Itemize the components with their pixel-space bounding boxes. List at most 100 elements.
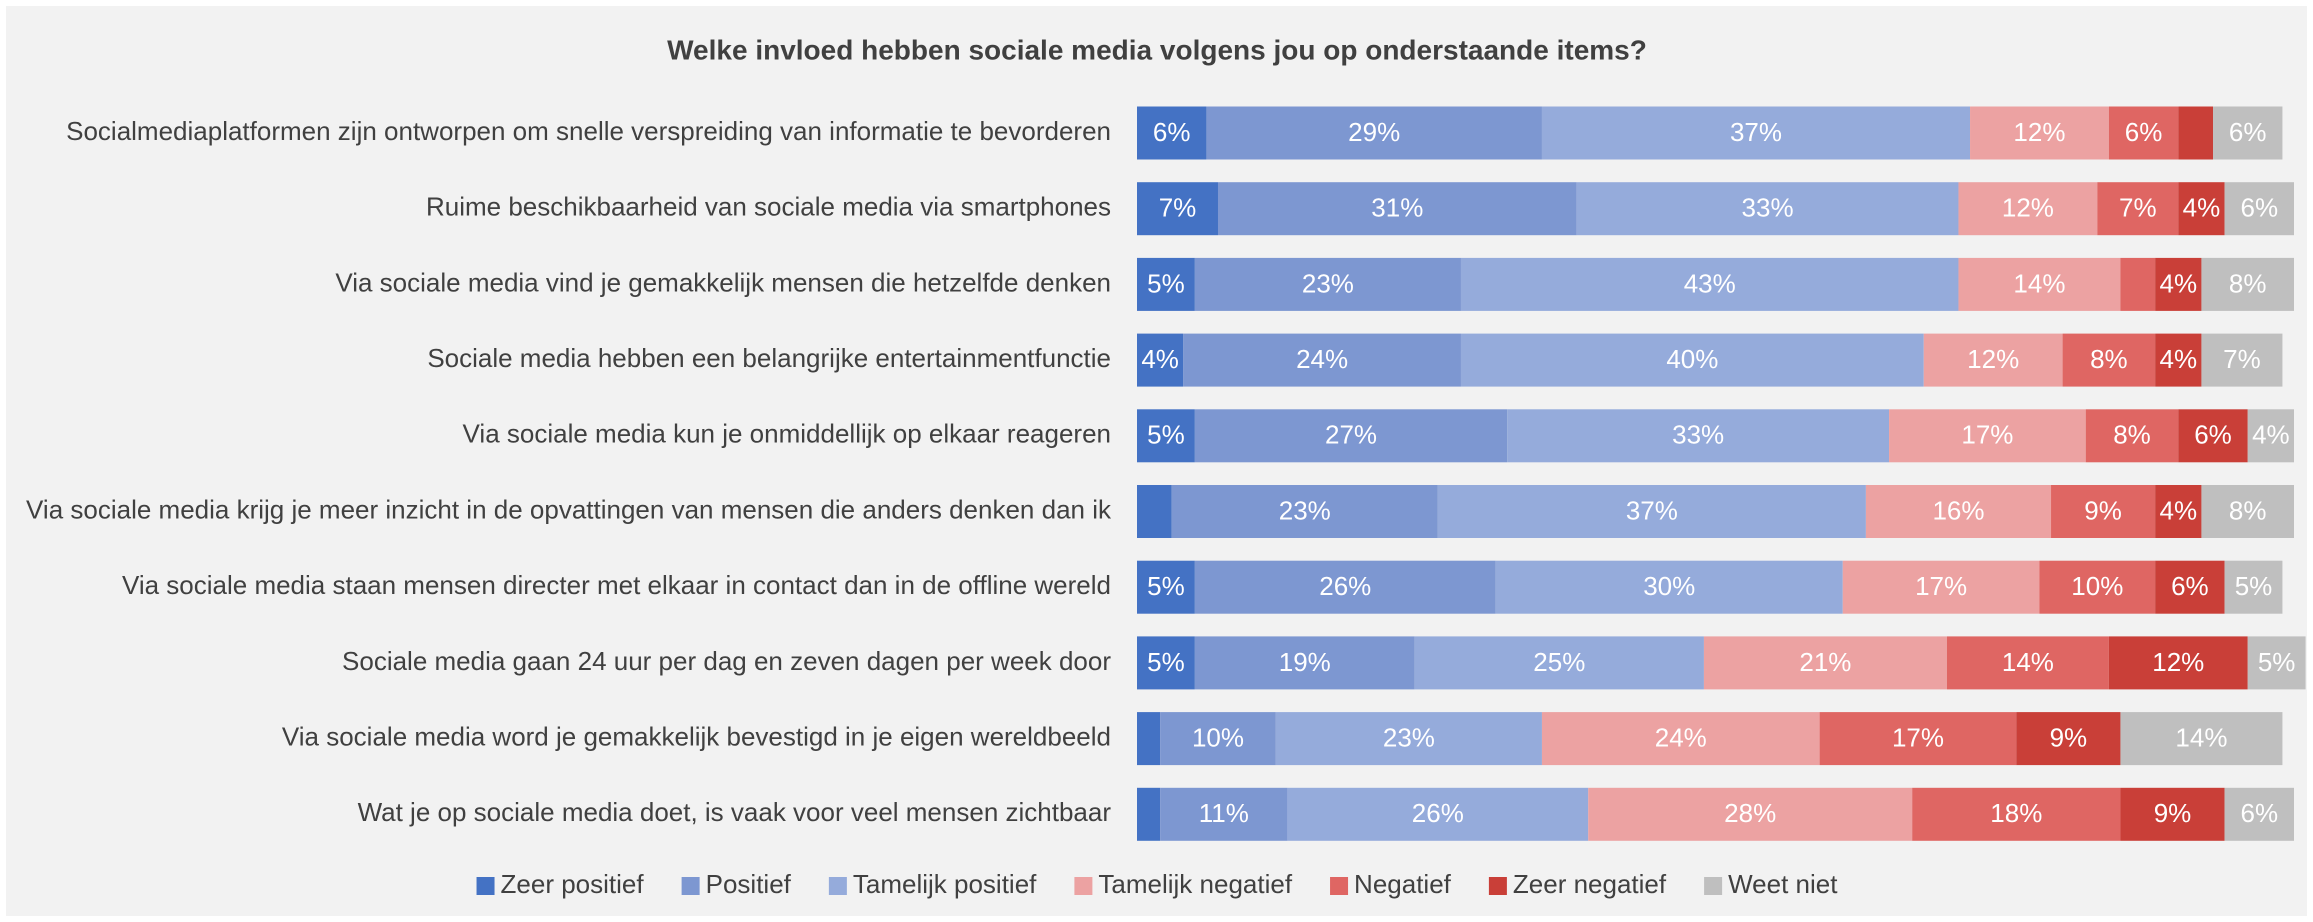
value-label: 27% [1325, 420, 1377, 450]
legend-swatch [476, 877, 495, 895]
value-label: 10% [1192, 722, 1244, 752]
bar-segment [2120, 257, 2156, 311]
bar-segment [1414, 636, 1704, 690]
bar-segment [2201, 257, 2294, 311]
bar-segment [1137, 485, 1172, 538]
value-label: 4% [2252, 420, 2290, 450]
bar-segment [1137, 257, 1195, 311]
value-label: 6% [2229, 117, 2267, 147]
value-label: 6% [2194, 420, 2232, 450]
bar-segment [1889, 409, 2086, 463]
bar-segment [1287, 787, 1589, 841]
bar-segment [2178, 106, 2214, 160]
bar-segment [1865, 485, 2052, 538]
value-label: 9% [2050, 722, 2088, 752]
legend-label: Positief [706, 869, 792, 899]
value-label: 12% [2013, 117, 2065, 147]
bar-segment [2201, 333, 2283, 387]
legend-swatch [1704, 877, 1723, 895]
bar-segment [2155, 257, 2202, 311]
value-label: 4% [2183, 193, 2221, 223]
value-label: 14% [2013, 268, 2065, 298]
bar-segment [2062, 333, 2156, 387]
bar-segment [1275, 712, 1542, 766]
category-label: Via sociale media kun je onmiddellijk op… [463, 419, 1111, 449]
legend-label: Tamelijk negatief [1098, 869, 1292, 899]
value-label: 37% [1626, 495, 1678, 525]
value-label: 18% [1990, 798, 2042, 828]
legend-swatch [681, 877, 700, 895]
bar-segment [2120, 712, 2283, 766]
value-label: 7% [2119, 193, 2157, 223]
value-label: 9% [2084, 495, 2122, 525]
bar-segment [1507, 409, 1890, 463]
bar-segment [1137, 787, 1161, 841]
bar-segment [1194, 560, 1496, 614]
value-label: 21% [1799, 647, 1851, 677]
value-label: 40% [1666, 344, 1718, 374]
value-label: 37% [1730, 117, 1782, 147]
legend-swatch [1488, 877, 1507, 895]
value-label: 5% [2235, 571, 2273, 601]
bar-segment [1912, 787, 2121, 841]
value-label: 8% [2113, 420, 2151, 450]
bar-segment [2155, 560, 2225, 614]
value-label: 4% [2160, 495, 2198, 525]
bar-segment [1160, 712, 1276, 766]
bar-segment [2224, 182, 2294, 236]
value-label: 28% [1724, 798, 1776, 828]
value-label: 17% [1961, 420, 2013, 450]
bar-segment [1970, 106, 2109, 160]
bar-segment [2178, 182, 2225, 236]
bar-segment [2213, 106, 2283, 160]
value-label: 23% [1279, 495, 1331, 525]
value-label: 8% [2229, 495, 2267, 525]
value-label: 26% [1319, 571, 1371, 601]
bar-segment [1495, 560, 1843, 614]
bar-segment [1137, 409, 1195, 463]
bar-segment [1437, 485, 1866, 538]
bar-segment [2051, 485, 2156, 538]
value-label: 6% [1153, 117, 1191, 147]
bar-segment [2247, 636, 2306, 690]
value-label: 17% [1892, 722, 1944, 752]
value-label: 6% [2241, 193, 2279, 223]
bar-segment [1946, 636, 2109, 690]
bar-segment [1460, 257, 1959, 311]
bar-segment [1137, 560, 1195, 614]
legend-label: Weet niet [1728, 869, 1838, 899]
category-label: Wat je op sociale media doet, is vaak vo… [358, 797, 1112, 827]
bar-segment [2039, 560, 2156, 614]
value-label: 12% [1967, 344, 2019, 374]
value-label: 8% [2090, 344, 2128, 374]
legend-swatch [1330, 877, 1349, 895]
bar-segment [2120, 787, 2225, 841]
bar-segment [1194, 409, 1508, 463]
bar-segment [1171, 485, 1438, 538]
bar-segment [2108, 636, 2248, 690]
legend-label: Tamelijk positief [853, 869, 1037, 899]
bar-segment [1217, 182, 1577, 236]
value-label: 24% [1655, 722, 1707, 752]
value-label: 4% [1141, 344, 1179, 374]
bar-segment [1541, 106, 1971, 160]
bar-segment [2178, 409, 2248, 463]
bar-segment [1588, 787, 1913, 841]
category-label: Ruime beschikbaarheid van sociale media … [426, 192, 1111, 222]
value-label: 23% [1383, 722, 1435, 752]
bar-segment [2201, 485, 2294, 538]
value-label: 30% [1643, 571, 1695, 601]
value-label: 7% [1159, 193, 1197, 223]
category-label: Sociale media hebben een belangrijke ent… [427, 343, 1111, 373]
value-label: 19% [1279, 647, 1331, 677]
category-label: Via sociale media staan mensen directer … [122, 570, 1111, 600]
value-label: 26% [1412, 798, 1464, 828]
bar-segment [1206, 106, 1542, 160]
bar-segment [1194, 636, 1415, 690]
bar-segment [2155, 485, 2202, 538]
legend-label: Negatief [1354, 869, 1452, 899]
bar-segment [2085, 409, 2179, 463]
value-label: 6% [2241, 798, 2279, 828]
bar-segment [2016, 712, 2121, 766]
value-label: 10% [2071, 571, 2123, 601]
